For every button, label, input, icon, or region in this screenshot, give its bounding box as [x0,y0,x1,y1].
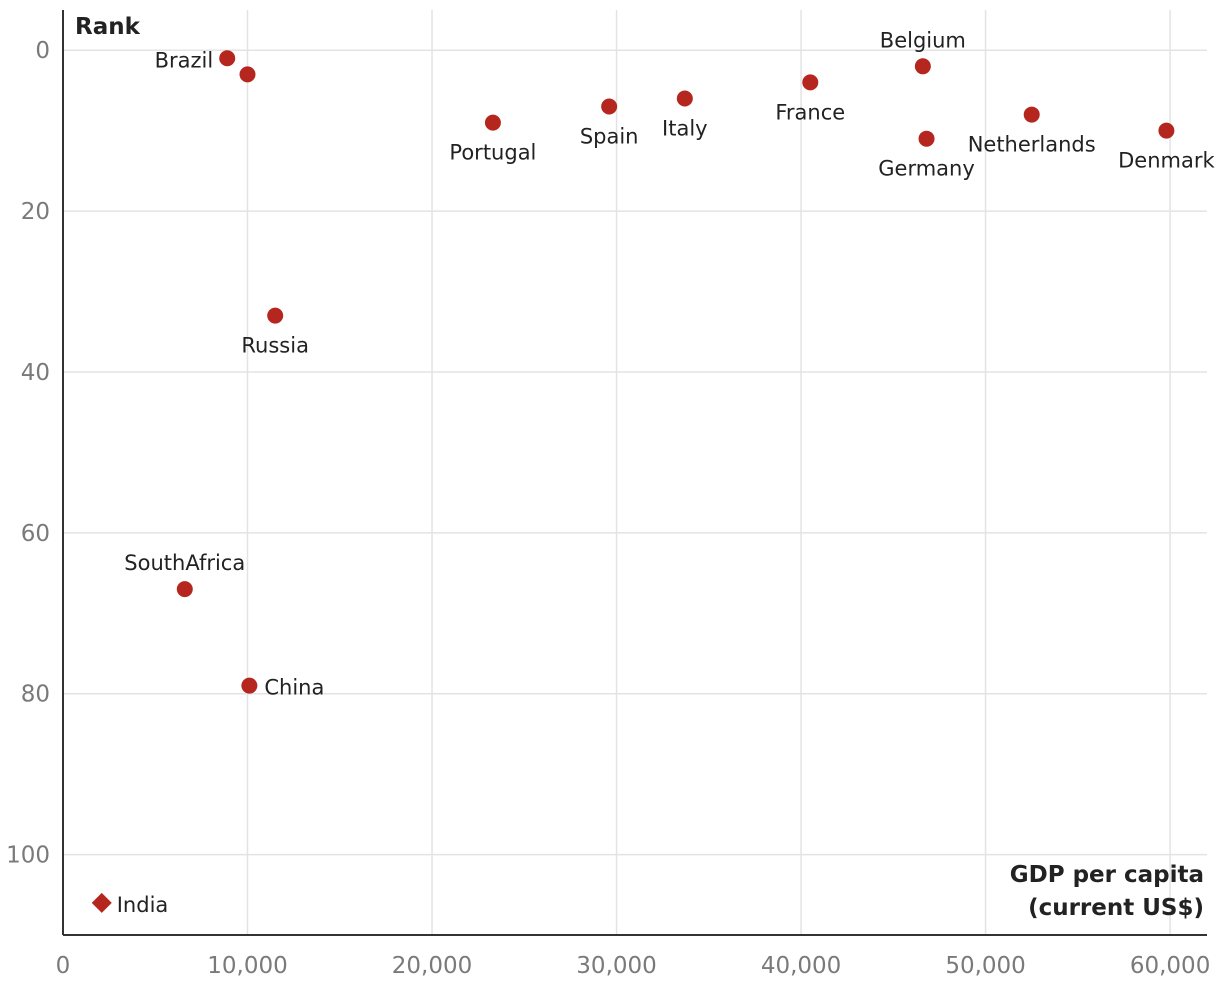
marker-germany [918,130,935,147]
x-axis-title-line-2: (current US$) [1028,895,1204,921]
label-russia: Russia [241,334,309,358]
data-points [91,50,1175,913]
x-tick-label: 50,000 [945,953,1025,979]
x-tick-label: 10,000 [207,953,287,979]
label-spain: Spain [580,125,639,149]
x-tick-label: 40,000 [761,953,841,979]
marker-netherlands [1023,106,1040,123]
x-tick-label: 60,000 [1130,953,1210,979]
y-tick-label: 100 [6,843,50,869]
grid-lines [63,10,1207,935]
marker-point-1 [239,66,256,83]
axis-titles: Rank GDP per capita (current US$) [75,14,1204,921]
marker-denmark [1158,122,1175,139]
x-tick-label: 30,000 [576,953,656,979]
label-portugal: Portugal [449,141,536,165]
marker-france [802,74,819,91]
label-italy: Italy [662,116,708,140]
label-china: China [264,676,324,700]
label-southafrica: SouthAfrica [124,551,245,575]
x-axis-title-line-1: GDP per capita [1010,862,1204,888]
y-tick-label: 0 [35,38,50,64]
x-tick-label: 0 [56,953,71,979]
y-tick-label: 80 [21,682,50,708]
marker-spain [601,98,618,115]
y-tick-label: 20 [21,199,50,225]
point-labels: Brazil Portugal Spain Italy France Belgium Ger… [117,28,1216,917]
y-axis-title: Rank [75,14,141,40]
y-tick-label: 60 [21,521,50,547]
label-germany: Germany [878,157,975,181]
label-belgium: Belgium [880,28,966,52]
label-india: India [117,893,169,917]
marker-southafrica [176,581,193,598]
y-tick-label: 40 [21,360,50,386]
x-tick-label: 20,000 [392,953,472,979]
marker-belgium [914,58,931,75]
axes [62,10,1207,936]
marker-portugal [484,114,501,131]
marker-china [241,677,258,694]
marker-italy [676,90,693,107]
label-denmark: Denmark [1118,149,1215,173]
label-france: France [775,100,845,124]
marker-india [91,892,112,913]
label-brazil: Brazil [155,48,214,72]
marker-russia [267,307,284,324]
tick-labels: 0 10,000 20,000 30,000 40,000 50,000 60,000 0 20… [6,38,1210,979]
marker-brazil [219,50,236,67]
label-netherlands: Netherlands [968,133,1096,157]
